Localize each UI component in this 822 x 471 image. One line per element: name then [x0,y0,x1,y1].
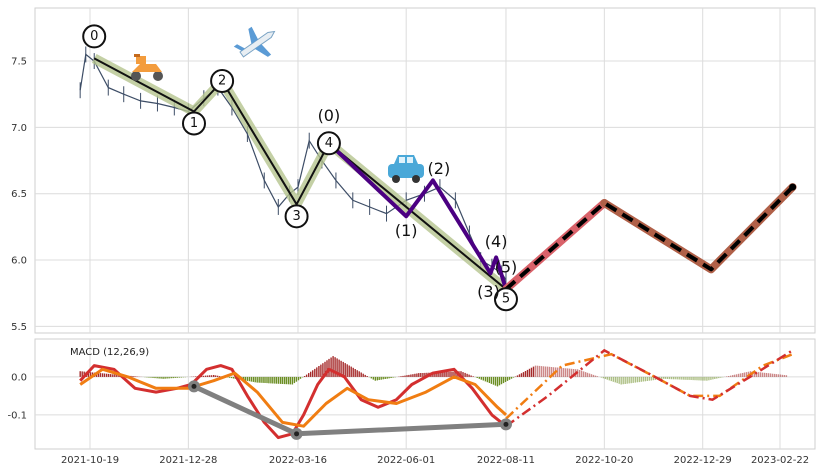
divergence-point-center [503,421,509,427]
price-y-tick-label: 7.5 [11,57,27,68]
wave-marker-label: 1 [190,116,198,131]
projection-signal-path [505,352,794,420]
subwave-label: (5) [495,258,518,277]
wave-marker-circle [181,111,206,136]
x-tick-label: 2023-02-22 [751,455,809,466]
macd-divergence [187,380,512,440]
wave-marker-label: 3 [292,209,300,224]
wave-markers: 0 1 2 3 4 5 [82,24,518,312]
subwave-label: (0) [318,106,341,125]
wave-main [93,57,507,290]
wave-marker-circle [210,68,235,93]
macd-y-tick-label: -0.1 [7,410,27,421]
x-tick-label: 2022-12-29 [674,455,732,466]
wave-marker-label: 4 [325,136,333,151]
signal-line [79,367,507,428]
scooter-icon [131,54,163,81]
price-grid [35,8,815,333]
price-y-tick-label: 5.5 [11,322,27,333]
macd-y-ticks: 0.0 -0.1 [7,372,27,421]
wave-marker-circle [82,24,107,49]
x-tick-label: 2022-06-01 [377,455,435,466]
airplane-icon [233,26,276,58]
price-y-tick-label: 6.5 [11,189,27,200]
x-tick-label: 2022-10-20 [575,455,633,466]
x-axis-ticks: 2021-10-19 2021-12-28 2022-03-16 2022-06-01… [61,455,809,466]
signal-path [79,367,507,428]
subwave-line [327,141,508,290]
projection-end-point [789,183,797,191]
subwave-label: (2) [428,159,451,178]
x-tick-label: 2022-08-11 [477,455,535,466]
subwave-labels: (0) (1) (2) (3) (4) (5) [318,106,518,301]
divergence-point-center [191,383,197,389]
wave-marker-label: 2 [218,73,226,88]
price-y-tick-label: 7.0 [11,123,27,134]
subwave-label: (3) [477,282,500,301]
projection-macd-path [505,348,794,428]
wave-marker-label: 5 [502,292,510,307]
wave-marker-circle [493,287,518,312]
subwave-label: (4) [485,232,508,251]
wave-marker-circle [284,204,309,229]
projection [502,183,797,294]
price-panel: 5.5 6.0 6.5 7.0 7.5 [11,7,816,334]
x-tick-label: 2021-10-19 [61,455,119,466]
x-tick-label: 2021-12-28 [159,455,217,466]
car-icon [388,155,424,183]
macd-legend: MACD (12,26,9) [70,347,149,358]
subwave-label: (1) [395,221,418,240]
divergence-point-center [294,431,300,437]
projection-dashes [504,185,795,291]
price-y-ticks: 5.5 6.0 6.5 7.0 7.5 [11,57,27,333]
subwave [327,141,508,290]
wave-marker-circle [316,131,341,156]
wave-marker-label: 0 [90,29,98,44]
x-tick-label: 2022-03-16 [269,455,327,466]
price-y-tick-label: 6.0 [11,256,27,267]
wave-main-line [93,57,507,290]
projection-macd [505,348,794,428]
macd-y-tick-label: 0.0 [11,372,27,383]
